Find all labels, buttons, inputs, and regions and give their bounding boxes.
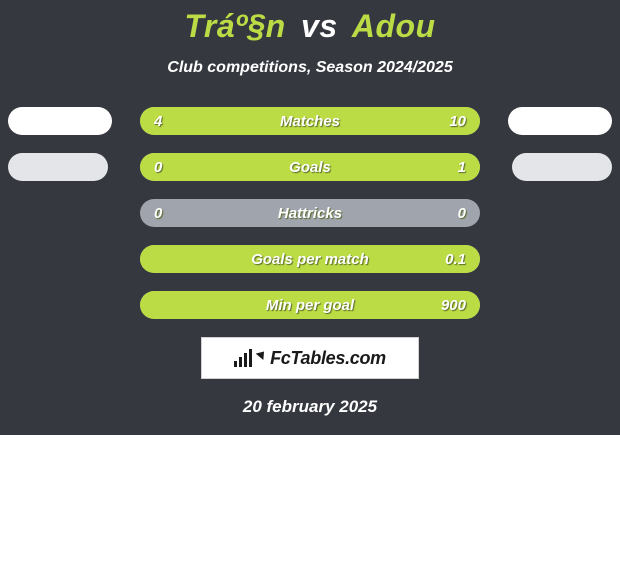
stat-rows: 410Matches 01Goals 0 0Hattricks 0.1Goals per… (0, 107, 620, 319)
stat-bar-track: 410Matches (140, 107, 480, 135)
stat-bar-track: 0 0Hattricks (140, 199, 480, 227)
player1-avatar-oval (8, 107, 112, 135)
player1-avatar-oval (8, 153, 108, 181)
stat-label: Hattricks (140, 199, 480, 227)
stat-bar-left-fill (140, 107, 237, 135)
page-title: Tráº§n vs Adou (0, 8, 620, 45)
comparison-panel: Tráº§n vs Adou Club competitions, Season… (0, 0, 620, 435)
stat-bar-right-fill (140, 153, 480, 181)
logo-text: FcTables.com (270, 348, 386, 369)
stat-row: 900Min per goal (0, 291, 620, 319)
stat-bar-track: 900Min per goal (140, 291, 480, 319)
player2-avatar-oval (508, 107, 612, 135)
player2-avatar-oval (512, 153, 612, 181)
player1-name: Tráº§n (184, 8, 285, 44)
stat-bar-track: 01Goals (140, 153, 480, 181)
player2-name: Adou (352, 8, 436, 44)
stat-row: 0 0Hattricks (0, 199, 620, 227)
stat-row: 01Goals (0, 153, 620, 181)
comparison-date: 20 february 2025 (0, 397, 620, 417)
stat-bar-right-fill (140, 245, 480, 273)
stat-row: 0.1Goals per match (0, 245, 620, 273)
subtitle: Club competitions, Season 2024/2025 (0, 59, 620, 77)
logo-bars-icon (234, 349, 252, 367)
stat-bar-track: 0.1Goals per match (140, 245, 480, 273)
fctables-logo[interactable]: FcTables.com (201, 337, 419, 379)
logo-arrow-icon (256, 348, 268, 360)
title-vs: vs (301, 8, 338, 44)
stat-row: 410Matches (0, 107, 620, 135)
stat-bar-right-fill (237, 107, 480, 135)
stat-value-left: 0 (154, 199, 162, 227)
stat-bar-right-fill (140, 291, 480, 319)
stat-value-right: 0 (458, 199, 466, 227)
